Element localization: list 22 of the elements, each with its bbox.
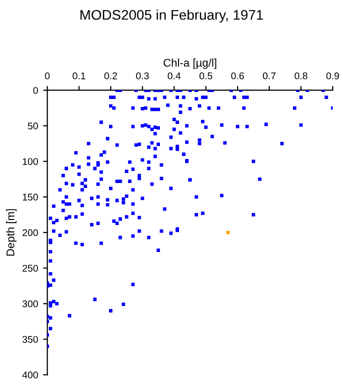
x-tick-label: 0.4: [168, 72, 181, 80]
x-axis-title: Chl-a [µg/l]: [164, 58, 216, 69]
x-tick-label: 0.5: [200, 72, 212, 80]
y-tick-label: 50: [28, 122, 38, 130]
x-tick-label: 0.7: [262, 72, 276, 80]
y-tick-label: 300: [22, 300, 38, 308]
y-tick-label: 200: [22, 229, 38, 236]
y-tick-label: 0: [33, 86, 38, 94]
x-tick-label: 0.2: [104, 72, 118, 80]
y-tick-label: 400: [22, 372, 38, 378]
x-tick-label: 0: [45, 72, 50, 80]
x-tick-label: 0.9: [326, 72, 340, 80]
y-tick-label: 350: [22, 336, 38, 343]
x-tick-label: 0.3: [136, 72, 149, 80]
x-tick-label: 0.8: [294, 72, 308, 80]
y-tick-label: 100: [22, 158, 38, 165]
y-tick-label: 250: [22, 264, 38, 272]
x-tick-label: 0.6: [231, 72, 244, 80]
x-tick-label: 0.1: [72, 72, 86, 80]
y-tick-label: 150: [22, 194, 38, 201]
y-axis-title: Depth [m]: [6, 209, 17, 256]
chart-title: MODS2005 in February, 1971: [80, 10, 263, 23]
